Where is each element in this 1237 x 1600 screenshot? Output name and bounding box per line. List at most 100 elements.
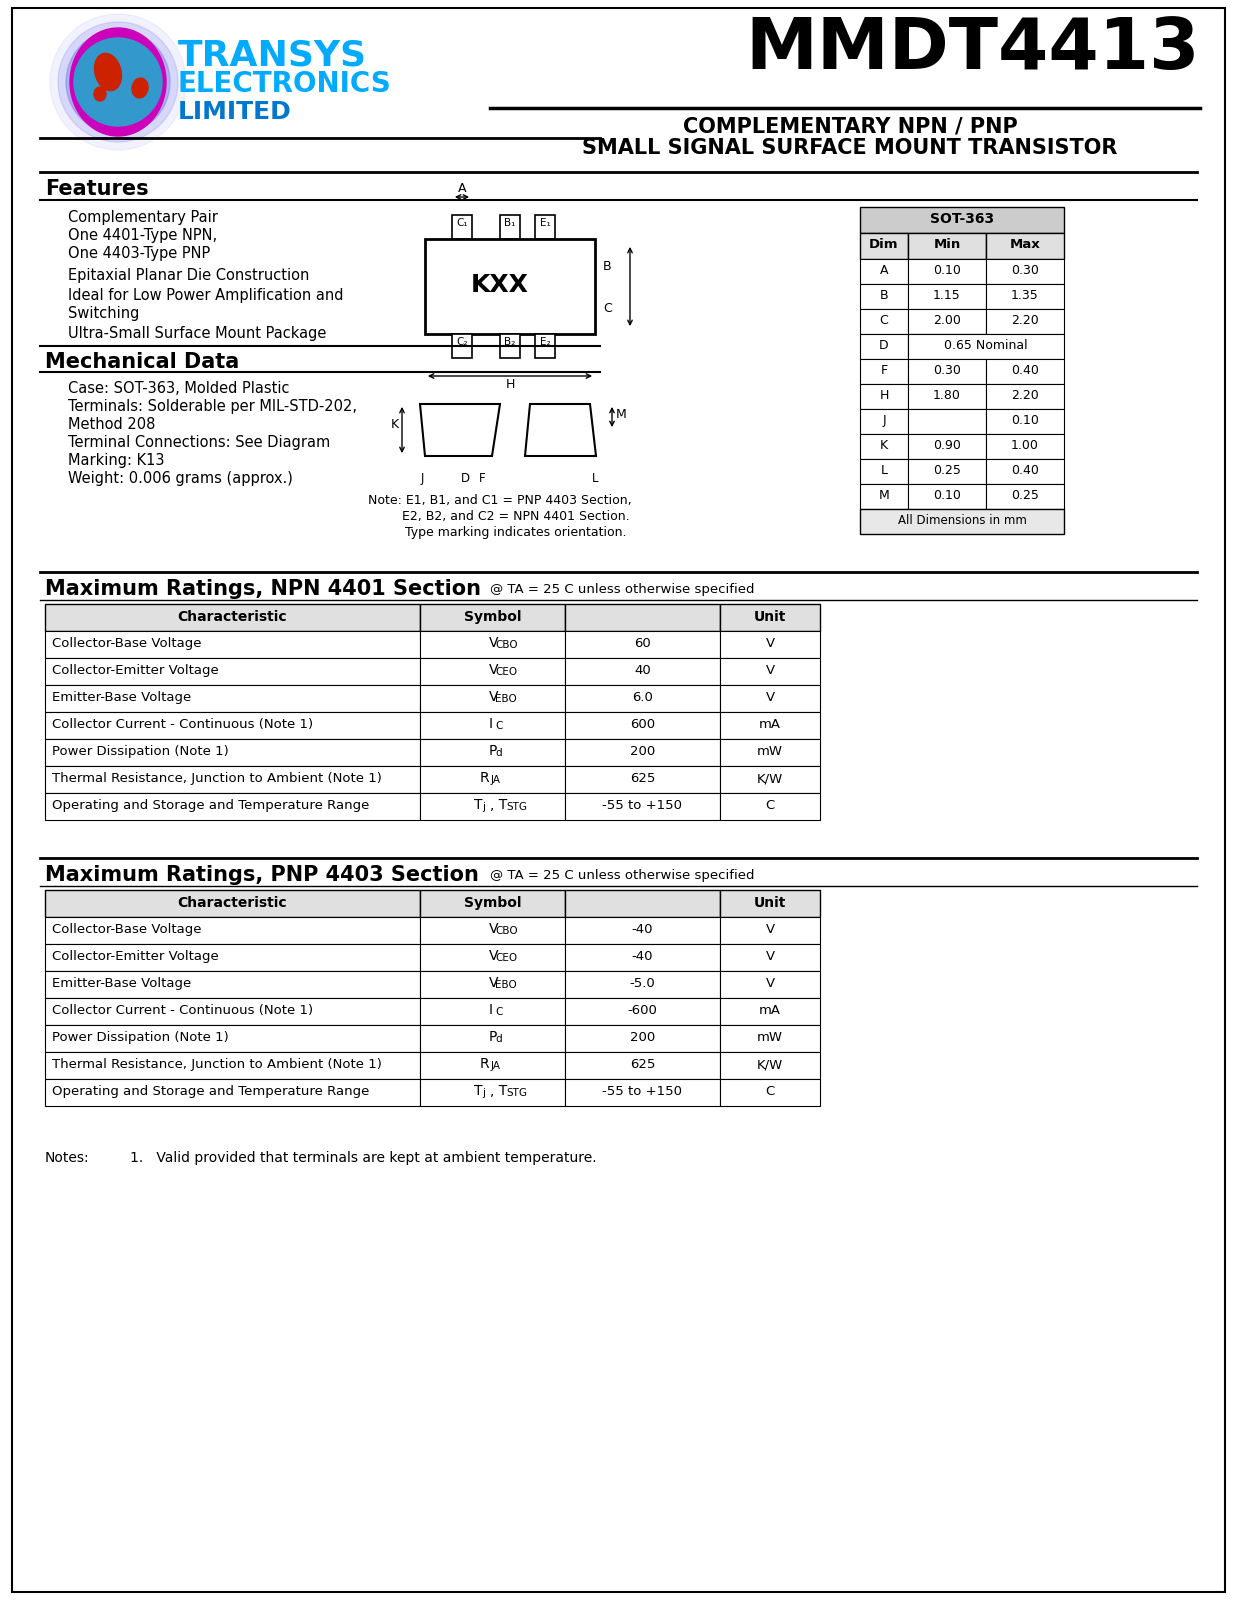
Text: @ TA = 25 C unless otherwise specified: @ TA = 25 C unless otherwise specified (490, 582, 755, 595)
Text: Marking: K13: Marking: K13 (68, 453, 165, 467)
Text: L: L (591, 472, 599, 485)
Bar (565, 794, 720, 819)
Text: F: F (479, 472, 485, 485)
Text: TRANSYS: TRANSYS (178, 38, 367, 72)
Ellipse shape (132, 78, 148, 98)
Text: Notes:: Notes: (45, 1150, 89, 1165)
Text: 0.40: 0.40 (1011, 365, 1039, 378)
Text: V: V (766, 664, 774, 677)
Text: One 4403-Type PNP: One 4403-Type PNP (68, 246, 210, 261)
Text: @ TA = 25 C unless otherwise specified: @ TA = 25 C unless otherwise specified (490, 869, 755, 882)
Text: Epitaxial Planar Die Construction: Epitaxial Planar Die Construction (68, 267, 309, 283)
Text: Case: SOT-363, Molded Plastic: Case: SOT-363, Molded Plastic (68, 381, 289, 395)
Bar (421, 658, 565, 685)
Text: Symbol: Symbol (464, 896, 521, 910)
Text: JA: JA (491, 1061, 501, 1070)
Text: C₁: C₁ (456, 218, 468, 227)
Text: 0.10: 0.10 (1011, 414, 1039, 427)
Text: E₂: E₂ (539, 338, 550, 347)
Text: J: J (882, 414, 886, 427)
Bar (720, 1053, 820, 1078)
Bar (860, 358, 908, 384)
Bar (45, 712, 421, 739)
Bar (45, 766, 421, 794)
Text: MMDT4413: MMDT4413 (746, 14, 1200, 83)
Text: V: V (766, 950, 774, 963)
Text: B₂: B₂ (505, 338, 516, 347)
Bar (45, 1026, 421, 1053)
Text: C₂: C₂ (456, 338, 468, 347)
Bar (860, 206, 1064, 234)
Bar (45, 998, 421, 1026)
Bar (452, 214, 473, 238)
Bar (908, 410, 986, 434)
Text: E2, B2, and C2 = NPN 4401 Section.: E2, B2, and C2 = NPN 4401 Section. (370, 510, 630, 523)
Text: 40: 40 (635, 664, 651, 677)
Text: R: R (480, 1058, 495, 1070)
Bar (860, 483, 908, 509)
Bar (565, 971, 720, 998)
Text: mA: mA (760, 718, 781, 731)
Bar (908, 285, 986, 309)
Bar (45, 685, 421, 712)
Text: 1.   Valid provided that terminals are kept at ambient temperature.: 1. Valid provided that terminals are kep… (130, 1150, 596, 1165)
Bar (45, 890, 421, 917)
Text: 0.65 Nominal: 0.65 Nominal (944, 339, 1028, 352)
Bar (720, 1026, 820, 1053)
Text: -40: -40 (632, 950, 653, 963)
Bar (908, 334, 986, 358)
Text: STG: STG (506, 802, 527, 813)
Text: D: D (880, 339, 889, 352)
Bar (720, 685, 820, 712)
Bar (720, 1078, 820, 1106)
Text: V: V (489, 976, 499, 990)
Text: Collector-Emitter Voltage: Collector-Emitter Voltage (52, 664, 219, 677)
Text: Emitter-Base Voltage: Emitter-Base Voltage (52, 978, 192, 990)
Text: J: J (421, 472, 424, 485)
Text: mA: mA (760, 1005, 781, 1018)
Text: Ideal for Low Power Amplification and: Ideal for Low Power Amplification and (68, 288, 344, 302)
Bar (421, 685, 565, 712)
Bar (908, 358, 986, 384)
Text: Power Dissipation (Note 1): Power Dissipation (Note 1) (52, 1030, 229, 1043)
Text: 200: 200 (630, 746, 656, 758)
Ellipse shape (94, 86, 106, 101)
Text: SMALL SIGNAL SURFACE MOUNT TRANSISTOR: SMALL SIGNAL SURFACE MOUNT TRANSISTOR (583, 138, 1118, 158)
Bar (986, 259, 1064, 285)
Text: C: C (766, 1085, 774, 1098)
Bar (565, 1053, 720, 1078)
Bar (421, 971, 565, 998)
Bar (421, 603, 565, 630)
Text: -600: -600 (627, 1005, 657, 1018)
Bar (986, 384, 1064, 410)
Text: A: A (880, 264, 888, 277)
Text: Operating and Storage and Temperature Range: Operating and Storage and Temperature Ra… (52, 1085, 370, 1098)
Bar (421, 794, 565, 819)
Text: C: C (880, 314, 888, 326)
Text: Max: Max (1009, 238, 1040, 251)
Bar (565, 1026, 720, 1053)
Bar (500, 214, 520, 238)
Text: V: V (489, 662, 499, 677)
Text: Complementary Pair: Complementary Pair (68, 210, 218, 226)
Text: -55 to +150: -55 to +150 (602, 798, 683, 813)
Text: -40: -40 (632, 923, 653, 936)
Bar (720, 739, 820, 766)
Text: 625: 625 (630, 773, 656, 786)
Text: Operating and Storage and Temperature Range: Operating and Storage and Temperature Ra… (52, 798, 370, 813)
Bar (908, 483, 986, 509)
Bar (421, 739, 565, 766)
Text: Symbol: Symbol (464, 610, 521, 624)
Text: K: K (880, 438, 888, 451)
Bar (45, 739, 421, 766)
Text: , T: , T (491, 1085, 507, 1098)
Text: 1.80: 1.80 (933, 389, 961, 402)
Text: E₁: E₁ (539, 218, 550, 227)
Bar (565, 603, 720, 630)
Text: Collector-Base Voltage: Collector-Base Voltage (52, 923, 202, 936)
Text: 625: 625 (630, 1058, 656, 1070)
Text: 2.20: 2.20 (1011, 389, 1039, 402)
Bar (986, 358, 1064, 384)
Bar (860, 259, 908, 285)
Circle shape (74, 38, 162, 126)
